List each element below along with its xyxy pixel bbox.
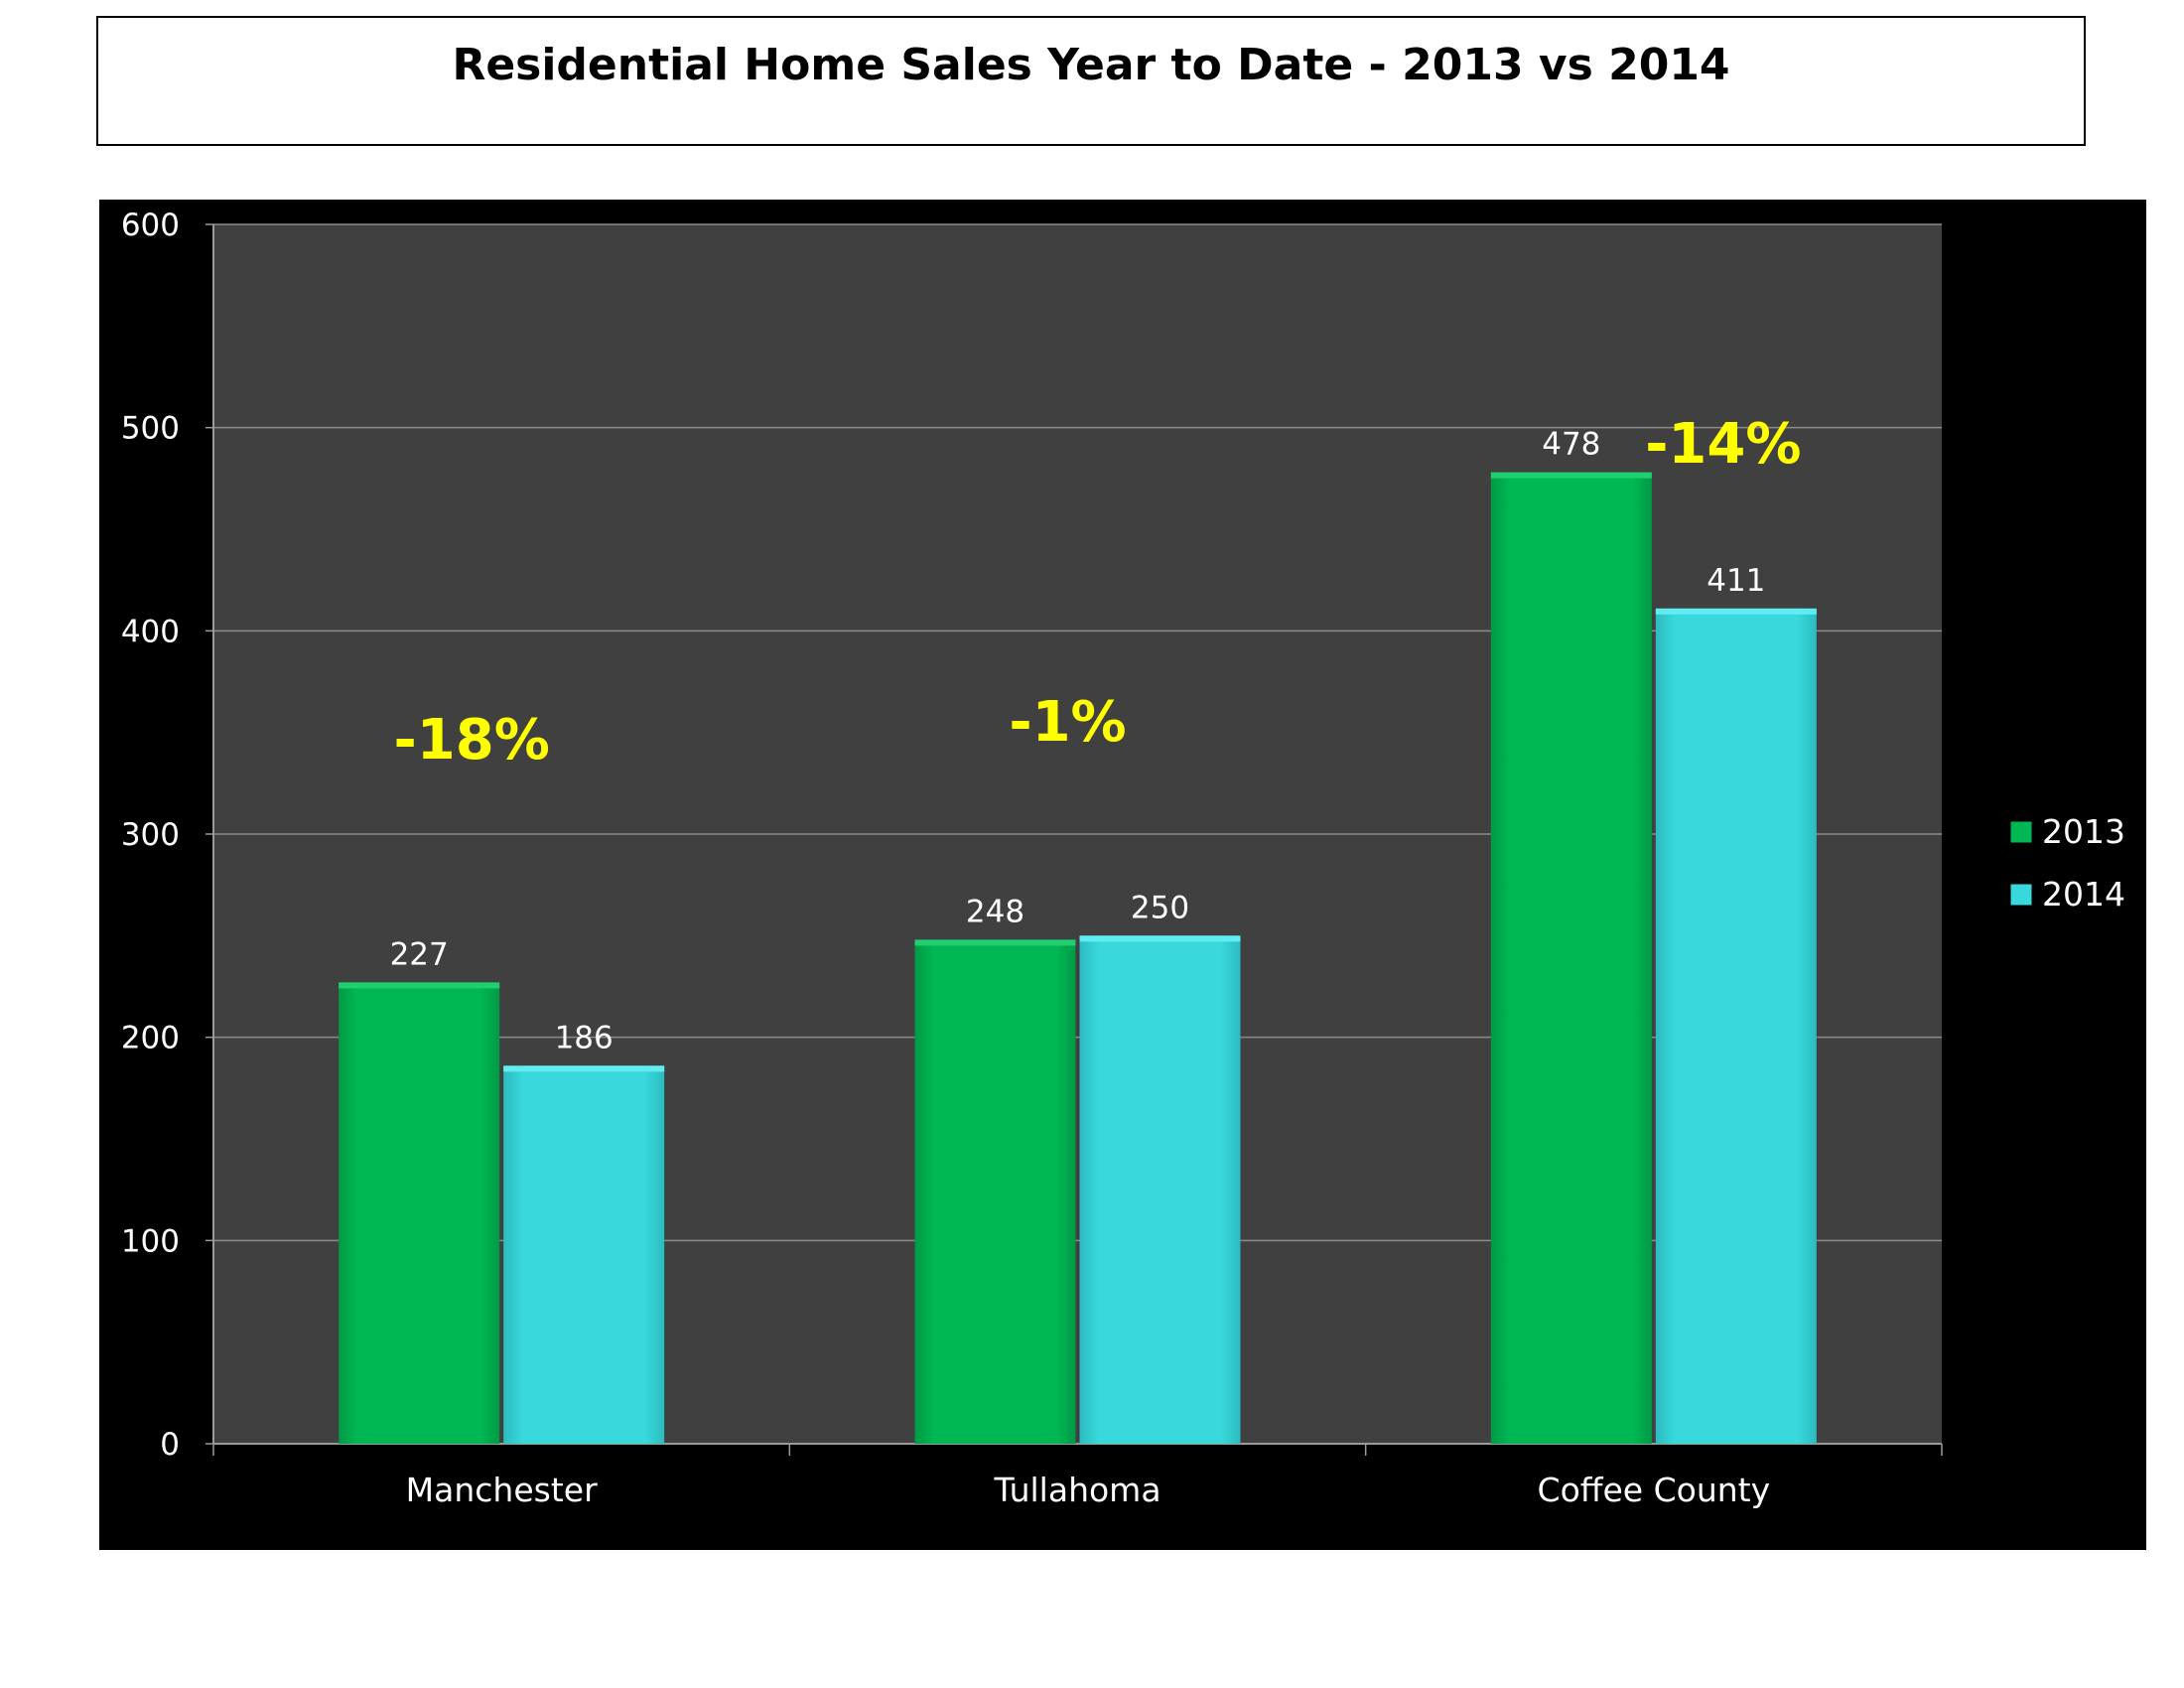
percent-change-annotation: -14% bbox=[1645, 412, 1801, 477]
bar-2014 bbox=[503, 1065, 665, 1444]
bar-2014 bbox=[1655, 608, 1817, 1444]
data-label: 248 bbox=[966, 894, 1024, 929]
y-tick-label: 200 bbox=[121, 1021, 180, 1056]
chart-title-box: Residential Home Sales Year to Date - 20… bbox=[96, 16, 2086, 146]
data-label: 478 bbox=[1542, 427, 1600, 463]
data-label: 250 bbox=[1131, 890, 1189, 925]
y-tick-label: 400 bbox=[121, 614, 180, 649]
percent-change-annotation: -1% bbox=[1009, 690, 1126, 755]
y-tick-label: 100 bbox=[121, 1223, 180, 1259]
y-tick-label: 300 bbox=[121, 817, 180, 853]
bar-top-highlight bbox=[1490, 472, 1652, 479]
bar-top-highlight bbox=[1079, 935, 1241, 942]
legend-swatch-2013 bbox=[2009, 820, 2033, 844]
x-category-label: Tullahoma bbox=[993, 1471, 1160, 1509]
bar-2014 bbox=[1079, 935, 1241, 1444]
bar-top-highlight bbox=[339, 982, 500, 989]
data-label: 411 bbox=[1706, 563, 1765, 599]
percent-change-annotation: -18% bbox=[394, 708, 550, 773]
x-category-label: Coffee County bbox=[1538, 1471, 1771, 1509]
chart-area: 0 100 200 300 400 500 600 227 186 Manchester -18% 2… bbox=[99, 200, 2146, 1550]
legend-swatch-2014 bbox=[2009, 883, 2033, 907]
data-label: 227 bbox=[390, 936, 449, 972]
y-tick-label: 600 bbox=[121, 208, 180, 243]
chart-title: Residential Home Sales Year to Date - 20… bbox=[452, 40, 1730, 90]
x-category-label: Manchester bbox=[406, 1471, 598, 1509]
y-tick-label: 0 bbox=[160, 1427, 180, 1463]
bar-2013 bbox=[339, 982, 500, 1444]
bar-2013 bbox=[914, 939, 1076, 1444]
y-tick-label: 500 bbox=[121, 411, 180, 447]
bar-chart: 0 100 200 300 400 500 600 227 186 Manchester -18% 2… bbox=[121, 208, 2125, 1509]
legend-label: 2014 bbox=[2042, 875, 2125, 914]
bar-top-highlight bbox=[1655, 608, 1817, 615]
bar-top-highlight bbox=[503, 1065, 665, 1072]
bar-2013 bbox=[1490, 472, 1652, 1444]
legend-label: 2013 bbox=[2042, 812, 2125, 851]
bar-top-highlight bbox=[914, 939, 1076, 946]
data-label: 186 bbox=[555, 1020, 614, 1055]
